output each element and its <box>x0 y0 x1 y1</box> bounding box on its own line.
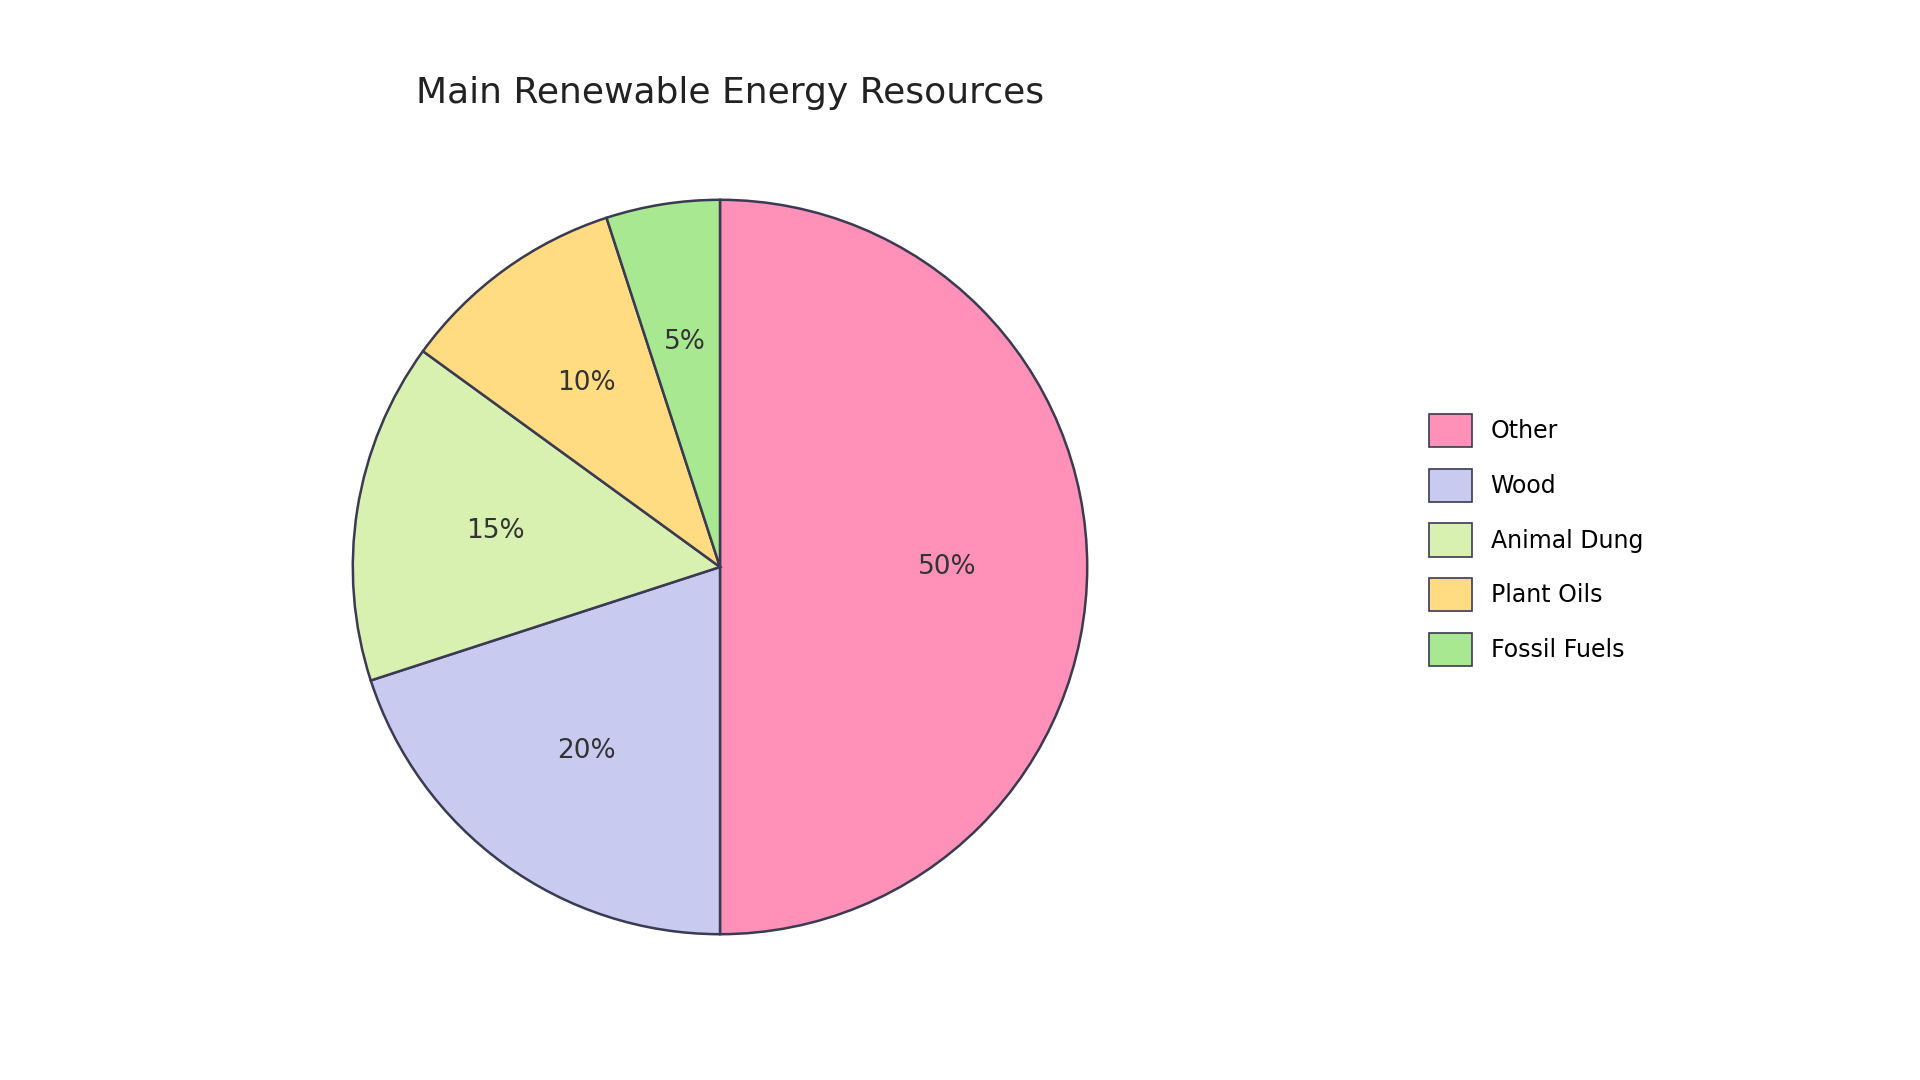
Wedge shape <box>720 200 1087 934</box>
Wedge shape <box>353 351 720 680</box>
Wedge shape <box>607 200 720 567</box>
Text: Main Renewable Energy Resources: Main Renewable Energy Resources <box>415 76 1044 109</box>
Text: 5%: 5% <box>664 329 705 355</box>
Text: 20%: 20% <box>557 739 616 765</box>
Wedge shape <box>371 567 720 934</box>
Legend: Other, Wood, Animal Dung, Plant Oils, Fossil Fuels: Other, Wood, Animal Dung, Plant Oils, Fo… <box>1428 414 1644 666</box>
Text: 15%: 15% <box>467 518 524 544</box>
Text: 50%: 50% <box>918 554 977 580</box>
Wedge shape <box>422 218 720 567</box>
Text: 10%: 10% <box>557 369 616 395</box>
